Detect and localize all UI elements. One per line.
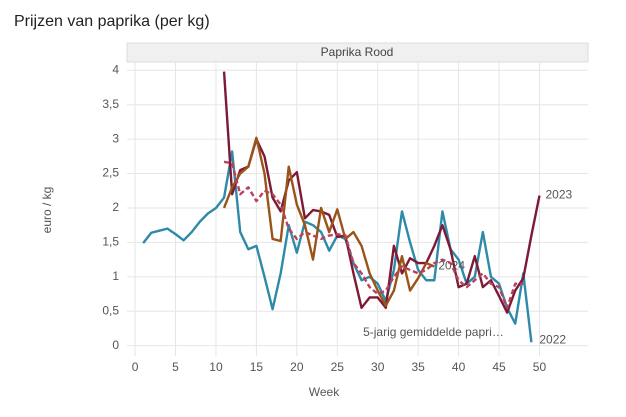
x-tick-label: 20 bbox=[290, 360, 304, 374]
line bbox=[222, 136, 435, 307]
y-tick-label: 2,5 bbox=[102, 166, 119, 180]
y-tick-label: 4 bbox=[112, 62, 119, 76]
series-label: 2023 bbox=[545, 188, 572, 202]
x-tick-label: 25 bbox=[331, 360, 345, 374]
y-tick-label: 3 bbox=[112, 131, 119, 145]
y-tick-label: 3,5 bbox=[102, 97, 119, 111]
x-tick-label: 15 bbox=[250, 360, 264, 374]
x-tick-label: 10 bbox=[209, 360, 223, 374]
y-tick-label: 0,5 bbox=[102, 303, 119, 317]
y-tick-label: 0 bbox=[112, 338, 119, 352]
x-tick-label: 30 bbox=[371, 360, 385, 374]
series-label: 5-jarig gemiddelde papri… bbox=[363, 325, 504, 339]
y-tick-label: 1,5 bbox=[102, 235, 119, 249]
x-tick-label: 40 bbox=[452, 360, 466, 374]
panel-header bbox=[126, 42, 589, 63]
x-tick-label: 50 bbox=[533, 360, 547, 374]
chart-title: Prijzen van paprika (per kg) bbox=[14, 13, 210, 30]
panel-title: Paprika Rood bbox=[321, 45, 394, 59]
x-tick-label: 45 bbox=[492, 360, 506, 374]
y-tick-label: 1 bbox=[112, 269, 119, 283]
x-tick-label: 5 bbox=[172, 360, 179, 374]
x-tick-label: 35 bbox=[411, 360, 425, 374]
y-tick-label: 2 bbox=[112, 200, 119, 214]
y-axis-label: euro / kg bbox=[40, 187, 54, 234]
x-tick-label: 0 bbox=[132, 360, 139, 374]
series-label: 2024 bbox=[438, 259, 465, 273]
line bbox=[222, 71, 541, 314]
line bbox=[223, 160, 524, 310]
series-label: 2022 bbox=[539, 332, 566, 346]
x-axis-label: Week bbox=[309, 385, 340, 399]
